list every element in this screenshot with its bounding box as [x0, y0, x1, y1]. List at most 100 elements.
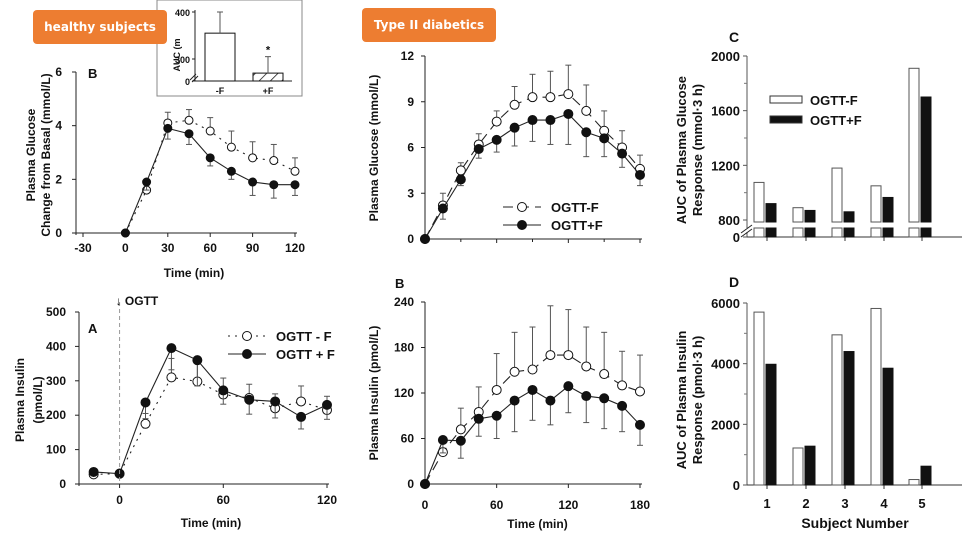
diabetic-insulin-auc-bar-filled [804, 445, 816, 486]
healthy-glucose-open-point [205, 126, 215, 136]
diabetic-glucose-filled-point [545, 115, 556, 126]
diabetic-insulin-auc-bar-open [831, 334, 843, 486]
healthy-insulin-open-point [166, 372, 177, 383]
diabetic-insulin-auc-y-tick-label: 6000 [711, 296, 740, 311]
healthy-glucose-open-point [184, 115, 194, 125]
diabetic-glucose-auc-bar-filled-stub [843, 227, 855, 238]
diabetic-glucose-legend-label: OGTT+F [551, 218, 603, 233]
diabetic-insulin-auc-y-axis-title: AUC of Plasma Insulin [674, 331, 689, 470]
diabetic-insulin-filled-point [491, 410, 502, 421]
healthy-insulin-series-line [93, 347, 328, 475]
healthy-glucose-filled-point [163, 123, 173, 133]
healthy-glucose-open-point [269, 156, 279, 166]
healthy-insulin-ogtt-annotation: ↓ OGTT [116, 294, 159, 308]
healthy-insulin-y-tick-label: 100 [46, 443, 66, 457]
diabetic-glucose-auc-bar-filled-stub [765, 227, 777, 238]
diabetic-glucose-auc-bar-open [753, 181, 765, 223]
diabetic-glucose-auc-axis-break [740, 228, 753, 238]
healthy-glucose-filled-point [184, 129, 194, 139]
diabetic-insulin-auc-bar-open [792, 447, 804, 486]
healthy-insulin-y-tick-label: 400 [46, 339, 66, 353]
healthy-insulin-x-axis-title: Time (min) [181, 516, 241, 530]
diabetic-glucose-open-point [545, 92, 556, 103]
healthy-insulin-series-line [93, 376, 328, 475]
diabetic-glucose-filled-point [437, 203, 448, 214]
healthy-glucose-open-point [248, 153, 258, 163]
diabetic-glucose-filled-point [509, 122, 520, 133]
healthy-glucose-open-point [226, 142, 236, 152]
diabetic-insulin-filled-point [420, 479, 430, 489]
diabetic-glucose-filled-point [420, 234, 430, 244]
diabetic-insulin-x-tick-label: 0 [422, 498, 429, 512]
healthy-glucose-y-tick-label: 0 [55, 226, 62, 240]
diabetic-glucose-auc-y-tick-label: 1200 [711, 158, 740, 173]
healthy-glucose-x-tick-label: -30 [74, 241, 92, 255]
diabetic-glucose-y-tick-label: 3 [407, 186, 414, 200]
diabetic-insulin-filled-point [599, 393, 610, 404]
diabetic-glucose-auc-bar-filled [882, 196, 894, 223]
diabetic-glucose-auc-bar-open-stub [908, 227, 920, 238]
healthy-insulin-x-tick-label: 120 [317, 493, 337, 507]
diabetic-insulin-open-point [545, 350, 556, 361]
diabetic-glucose-auc-bar-filled [804, 209, 816, 223]
diabetic-insulin-auc-x-tick-label: 5 [918, 496, 925, 511]
diabetic-insulin-auc-x-tick-label: 1 [763, 496, 770, 511]
diabetic-glucose-open-point [509, 99, 520, 110]
diabetic-glucose-open-point [491, 116, 502, 127]
diabetic-glucose-filled-point [599, 133, 610, 144]
healthy-glucose-x-tick-label: 0 [122, 241, 129, 255]
healthy-insulin-y-tick-label: 200 [46, 408, 66, 422]
healthy-insulin-filled-point [140, 397, 151, 408]
diabetic-insulin-open-point [599, 369, 610, 380]
diabetic-glucose-legend-filled-marker [517, 220, 527, 230]
diabetic-insulin-auc-x-tick-label: 4 [880, 496, 888, 511]
diabetic-insulin-y-axis-title: Plasma Insulin (pmol/L) [367, 326, 381, 461]
diabetic-glucose-auc-y-tick-label: 2000 [711, 49, 740, 64]
diabetic-glucose-auc-bar-open [831, 167, 843, 223]
diabetic-insulin-open-point [563, 350, 574, 361]
healthy-insulin-open-point [140, 418, 151, 429]
diabetic-glucose-auc-bar-open [792, 207, 804, 223]
diabetic-glucose-y-tick-label: 0 [407, 232, 414, 246]
inset-significance-star: * [266, 45, 271, 57]
healthy-insulin-legend-open-marker [242, 331, 252, 341]
healthy-insulin-filled-point [192, 355, 203, 366]
healthy-glucose-open-point [290, 166, 300, 176]
healthy-insulin-filled-point [244, 394, 255, 405]
diabetic-insulin-panel-label: B [395, 276, 404, 291]
diabetic-insulin-auc-y-tick-label: 4000 [711, 357, 740, 372]
diabetic-glucose-auc-bar-open-stub [753, 227, 765, 238]
diabetic-insulin-open-point [635, 386, 645, 397]
healthy-glucose-filled-point [290, 180, 300, 190]
healthy-insulin-legend-label: OGTT - F [276, 329, 332, 344]
diabetic-glucose-auc-y-tick-label: 800 [718, 213, 740, 228]
diabetic-insulin-auc-bar-open [908, 479, 920, 486]
diabetic-insulin-filled-point [527, 384, 538, 395]
diabetic-glucose-auc-bar-open-stub [792, 227, 804, 238]
diabetic-insulin-auc-x-tick-label: 2 [802, 496, 809, 511]
healthy-glucose-x-tick-label: 90 [246, 241, 260, 255]
inset-y-tick-label: 400 [175, 8, 190, 18]
healthy-glucose-x-tick-label: 60 [204, 241, 218, 255]
healthy-glucose-y-tick-label: 2 [55, 172, 62, 186]
diabetic-insulin-y-tick-label: 180 [394, 341, 414, 355]
healthy-insulin-y-axis-title: (pmol/L) [31, 376, 45, 423]
inset-bar-plus-f [252, 72, 284, 82]
diabetic-glucose-auc-y-axis-title: AUC of Plasma Glucose [674, 76, 689, 224]
healthy-glucose-filled-point [205, 153, 215, 163]
healthy-glucose-y-axis-title: Plasma Glucose [24, 108, 38, 201]
diabetic-glucose-auc-bar-filled [843, 211, 855, 223]
diabetic-insulin-open-point [527, 364, 538, 375]
diabetic-glucose-legend-label: OGTT-F [551, 200, 599, 215]
diabetic-insulin-auc-y-tick-label: 0 [733, 478, 740, 493]
diabetic-insulin-auc-bar-open [753, 311, 765, 486]
healthy-glucose-y-axis-title: Change from Basal (mmol/L) [39, 73, 53, 236]
diabetic-glucose-filled-point [473, 144, 484, 155]
diabetic-glucose-filled-point [617, 148, 628, 159]
inset-x-tick-label: -F [216, 86, 225, 96]
diabetic-insulin-filled-point [581, 391, 592, 402]
diabetic-insulin-filled-point [509, 395, 520, 406]
healthy-glucose-panel-label: B [88, 66, 97, 81]
diabetic-insulin-filled-point [473, 413, 484, 424]
healthy-glucose-filled-point [269, 180, 279, 190]
